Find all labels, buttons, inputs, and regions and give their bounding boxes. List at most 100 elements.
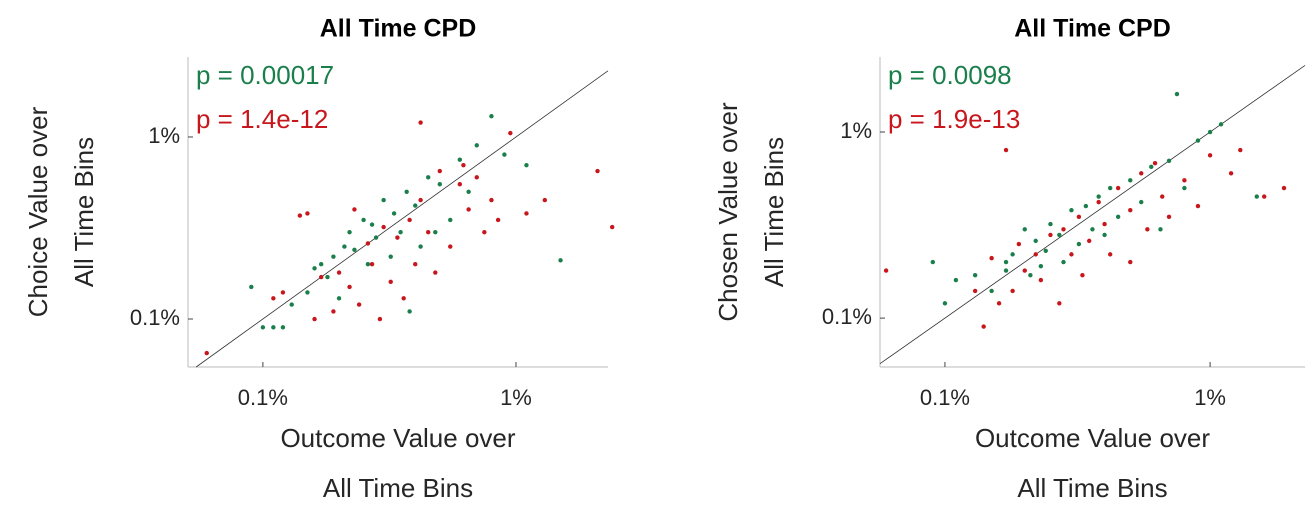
scatter-point bbox=[297, 213, 303, 218]
scatter-point bbox=[502, 152, 507, 157]
scatter-point bbox=[365, 241, 371, 246]
scatter-point bbox=[1083, 203, 1089, 209]
scatter-point bbox=[1038, 277, 1044, 283]
scatter-point bbox=[260, 325, 266, 330]
x-axis-label: Outcome Value over bbox=[280, 423, 515, 453]
scatter-point bbox=[437, 182, 442, 187]
scatter-point bbox=[1152, 160, 1158, 166]
scatter-point bbox=[407, 217, 412, 223]
chart-panel: 0.1% 1% 0.1% 1% All Time CPD Outcome Value ov… bbox=[713, 15, 1306, 503]
scatter-point bbox=[495, 217, 501, 223]
scatter-point bbox=[1174, 91, 1180, 97]
scatter-point bbox=[1128, 178, 1133, 183]
scatter-point bbox=[461, 162, 466, 168]
scatter-point bbox=[1182, 178, 1187, 183]
x-tick-label: 0.1% bbox=[920, 385, 970, 410]
scatter-point bbox=[369, 222, 375, 227]
scatter-point bbox=[391, 211, 397, 216]
scatter-point bbox=[942, 301, 948, 306]
scatter-point bbox=[1003, 268, 1009, 273]
scatter-point bbox=[361, 217, 366, 223]
scatter-point bbox=[1010, 252, 1015, 257]
scatter-point bbox=[312, 266, 317, 271]
scatter-point bbox=[418, 244, 423, 249]
scatter-point bbox=[1182, 185, 1187, 191]
scatter-point bbox=[433, 229, 438, 235]
scatter-point bbox=[365, 262, 371, 267]
scatter-point bbox=[312, 316, 317, 322]
scatter-point bbox=[407, 309, 412, 314]
scatter-point bbox=[280, 290, 286, 295]
scatter-point bbox=[347, 229, 352, 235]
scatter-point bbox=[377, 316, 383, 322]
scatter-point bbox=[398, 229, 403, 235]
scatter-point bbox=[448, 244, 453, 249]
scatter-point bbox=[331, 309, 336, 314]
y-tick-label: 1% bbox=[840, 118, 872, 143]
scatter-point bbox=[401, 296, 406, 301]
scatter-point bbox=[1195, 138, 1201, 143]
x-tick-label: 1% bbox=[500, 385, 532, 410]
scatter-point bbox=[1281, 185, 1287, 191]
scatter-point bbox=[1096, 199, 1101, 205]
scatter-point bbox=[418, 120, 423, 125]
scatter-point bbox=[953, 277, 959, 283]
chart-title: All Time CPD bbox=[320, 15, 477, 43]
scatter-point bbox=[331, 254, 336, 259]
scatter-point bbox=[1128, 208, 1133, 213]
y-axis-label: Chosen Value over bbox=[713, 102, 743, 322]
scatter-point bbox=[1080, 273, 1085, 278]
scatter-point bbox=[448, 217, 453, 223]
scatter-point bbox=[336, 296, 342, 301]
scatter-point bbox=[972, 288, 978, 294]
scatter-point bbox=[1057, 232, 1062, 238]
y-tick-label: 0.1% bbox=[130, 305, 180, 330]
scatter-point bbox=[930, 259, 936, 265]
scatter-point bbox=[981, 324, 986, 329]
scatter-point bbox=[1107, 185, 1113, 191]
scatter-point bbox=[1003, 147, 1009, 153]
scatter-point bbox=[352, 247, 357, 253]
scatter-point bbox=[1238, 147, 1243, 153]
scatter-point bbox=[352, 207, 357, 212]
scatter-point bbox=[1022, 268, 1027, 273]
scatter-point bbox=[204, 350, 209, 356]
scatter-point bbox=[1061, 259, 1066, 265]
scatter-point bbox=[413, 262, 418, 267]
scatter-point bbox=[1107, 252, 1113, 257]
scatter-point bbox=[1048, 232, 1053, 238]
scatter-point bbox=[381, 224, 386, 230]
scatter-point bbox=[474, 143, 479, 148]
x-tick-label: 1% bbox=[1194, 385, 1226, 410]
scatter-point bbox=[1160, 194, 1165, 199]
scatter-point bbox=[1038, 264, 1044, 269]
scatter-point bbox=[413, 203, 418, 208]
scatter-point bbox=[1158, 227, 1163, 232]
scatter-point bbox=[1076, 241, 1082, 247]
scatter-point bbox=[1022, 227, 1027, 232]
identity-line bbox=[195, 70, 609, 368]
scatter-point bbox=[457, 157, 463, 162]
scatter-point bbox=[1010, 288, 1015, 294]
scatter-point bbox=[489, 114, 494, 119]
scatter-point bbox=[1207, 129, 1213, 135]
chart-panel: 0.1% 1% 0.1% 1% All Time CPD Outcome Value ov… bbox=[23, 15, 615, 503]
p-value-annotation: p = 0.00017 bbox=[196, 60, 334, 90]
scatter-point bbox=[1003, 259, 1009, 265]
scatter-point bbox=[418, 197, 423, 203]
scatter-point bbox=[1090, 227, 1095, 232]
y-tick-label: 0.1% bbox=[822, 304, 872, 329]
identity-line bbox=[879, 65, 1306, 364]
scatter-point bbox=[1086, 238, 1092, 244]
scatter-point bbox=[1207, 153, 1213, 158]
scatter-point bbox=[996, 301, 1002, 306]
scatter-point bbox=[1069, 252, 1074, 257]
scatter-point bbox=[1115, 185, 1121, 191]
y-axis-label: Choice Value over bbox=[23, 106, 53, 317]
scatter-point bbox=[305, 290, 310, 295]
y-axis-label: All Time Bins bbox=[759, 137, 789, 287]
scatter-point bbox=[489, 197, 494, 203]
scatter-point bbox=[305, 211, 310, 216]
scatter-point bbox=[342, 244, 347, 249]
scatter-point bbox=[524, 211, 529, 216]
